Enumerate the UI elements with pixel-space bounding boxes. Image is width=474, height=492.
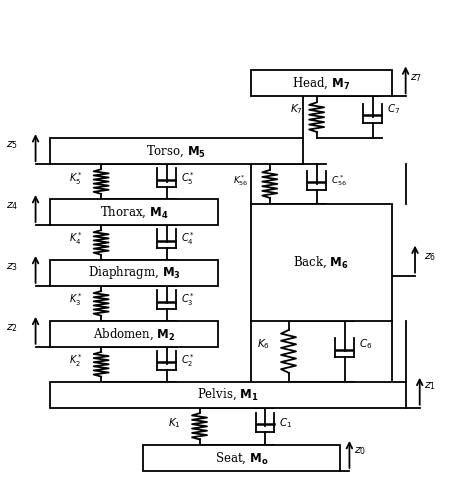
Bar [50,260,218,286]
Text: $K_2^*$: $K_2^*$ [69,352,82,369]
Text: $C_7$: $C_7$ [387,102,400,116]
Text: Torso, $\mathbf{M_5}$: Torso, $\mathbf{M_5}$ [146,143,206,159]
Text: $C_{56}^*$: $C_{56}^*$ [331,174,346,188]
Text: $z_2$: $z_2$ [6,322,18,334]
Text: $C_4^*$: $C_4^*$ [181,231,195,247]
Bar [251,204,392,321]
Text: Abdomen, $\mathbf{M_2}$: Abdomen, $\mathbf{M_2}$ [92,326,175,341]
Text: $z_3$: $z_3$ [6,261,18,273]
Bar [50,138,302,164]
Text: $K_4^*$: $K_4^*$ [69,231,82,247]
Bar [50,382,406,407]
Text: $C_6$: $C_6$ [359,337,372,350]
Text: $z_6$: $z_6$ [424,251,437,263]
Text: Diaphragm, $\mathbf{M_3}$: Diaphragm, $\mathbf{M_3}$ [88,264,181,281]
Text: $K_7$: $K_7$ [290,102,302,116]
Text: Back, $\mathbf{M_6}$: Back, $\mathbf{M_6}$ [293,255,349,270]
Bar [50,321,218,347]
Text: $z_4$: $z_4$ [6,201,18,213]
Text: $C_5^*$: $C_5^*$ [181,170,195,186]
Text: $K_5^*$: $K_5^*$ [69,170,82,186]
Text: Head, $\mathbf{M_7}$: Head, $\mathbf{M_7}$ [292,75,350,91]
Text: $z_7$: $z_7$ [410,72,422,84]
Text: $C_3^*$: $C_3^*$ [181,292,195,308]
Text: $z_5$: $z_5$ [6,140,18,152]
Text: Thorax, $\mathbf{M_4}$: Thorax, $\mathbf{M_4}$ [100,204,168,220]
Bar [50,199,218,225]
Text: $z_1$: $z_1$ [424,380,437,392]
Text: $z_0$: $z_0$ [354,445,366,457]
Text: $C_1$: $C_1$ [279,416,292,430]
Text: $C_2^*$: $C_2^*$ [181,352,195,369]
Text: $K_6$: $K_6$ [257,337,270,350]
Text: $K_1$: $K_1$ [168,416,181,430]
Text: $K_{56}^*$: $K_{56}^*$ [233,174,249,188]
Bar [143,445,340,471]
Bar [251,70,392,96]
Text: $K_3^*$: $K_3^*$ [69,292,82,308]
Text: Seat, $\mathbf{M_o}$: Seat, $\mathbf{M_o}$ [215,450,268,466]
Text: Pelvis, $\mathbf{M_1}$: Pelvis, $\mathbf{M_1}$ [197,387,258,402]
